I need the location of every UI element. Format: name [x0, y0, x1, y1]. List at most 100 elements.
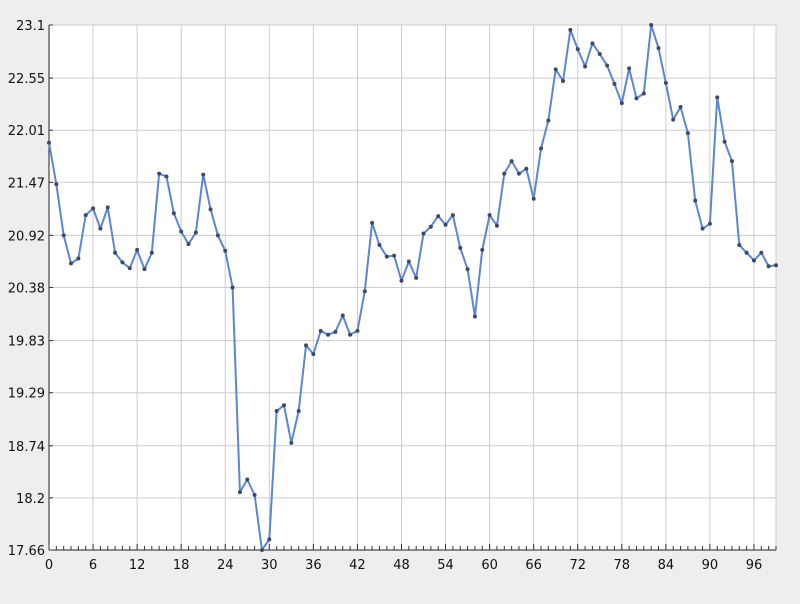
data-point: [480, 247, 485, 252]
data-point: [127, 266, 132, 271]
data-point: [76, 256, 81, 261]
data-point: [436, 214, 441, 219]
x-tick-label: 18: [173, 558, 190, 573]
x-tick-label: 48: [393, 558, 410, 573]
data-point: [641, 91, 646, 96]
data-point: [707, 221, 712, 226]
data-point: [259, 548, 264, 552]
data-point: [392, 253, 397, 258]
data-point: [663, 80, 668, 85]
series-markers: [47, 23, 778, 552]
data-point: [215, 233, 220, 238]
data-point: [186, 242, 191, 247]
y-tick-label: 18.2: [16, 492, 45, 507]
data-point: [157, 171, 162, 176]
y-tick-label: 19.29: [8, 387, 45, 402]
data-point: [502, 171, 507, 176]
data-point: [348, 332, 353, 337]
data-point: [193, 230, 198, 235]
data-point: [766, 264, 771, 269]
data-point: [171, 211, 176, 216]
data-point: [142, 267, 147, 272]
y-tick-label: 18.74: [8, 440, 45, 455]
data-point: [47, 140, 51, 145]
data-point: [333, 329, 338, 334]
y-tick-labels: 17.66 18.2 18.74 19.29 19.83 20.38 20.92 21.47 2…: [8, 19, 45, 559]
data-point: [340, 313, 345, 318]
data-point: [531, 196, 536, 201]
data-point: [267, 537, 272, 542]
data-point: [546, 118, 551, 123]
data-point: [539, 146, 544, 151]
data-point: [634, 96, 639, 101]
data-point: [237, 490, 242, 495]
data-point: [281, 403, 286, 408]
x-tick-label: 30: [261, 558, 278, 573]
x-tick-label: 96: [746, 558, 763, 573]
x-tick-label: 54: [437, 558, 454, 573]
x-tick-label: 60: [481, 558, 498, 573]
data-point: [164, 174, 169, 179]
x-tick-label: 42: [349, 558, 366, 573]
data-point: [223, 248, 228, 253]
data-point: [561, 78, 566, 83]
data-point: [135, 247, 140, 252]
data-point: [414, 275, 419, 280]
data-point: [120, 260, 125, 265]
x-tick-label: 72: [569, 558, 586, 573]
data-point: [671, 117, 676, 122]
y-tick-label: 20.92: [8, 229, 45, 244]
data-point: [91, 206, 96, 211]
x-minor-ticks: [48, 24, 777, 551]
data-point: [450, 213, 455, 218]
data-point: [245, 477, 250, 482]
data-point: [516, 171, 521, 176]
data-point: [105, 205, 110, 210]
x-tick-label: 78: [614, 558, 631, 573]
data-point: [590, 41, 595, 46]
y-tick-label: 22.01: [8, 124, 45, 139]
data-point: [737, 243, 742, 248]
data-point: [98, 226, 103, 231]
y-tick-label: 23.1: [16, 19, 45, 34]
data-point: [289, 440, 294, 445]
data-point: [377, 243, 382, 248]
x-tick-label: 24: [217, 558, 234, 573]
data-point: [472, 314, 477, 319]
data-point: [700, 226, 705, 231]
data-point: [326, 332, 331, 337]
y-tick-label: 20.38: [8, 282, 45, 297]
data-point: [274, 409, 279, 414]
data-point: [252, 492, 257, 497]
data-point: [384, 254, 389, 259]
data-point: [304, 343, 309, 348]
data-point: [311, 352, 316, 357]
x-tick-label: 0: [45, 558, 53, 573]
data-point: [715, 95, 720, 100]
data-point: [722, 139, 727, 144]
data-point: [230, 285, 235, 290]
data-point: [61, 233, 66, 238]
data-point: [149, 250, 154, 255]
data-point: [612, 81, 617, 86]
data-point: [487, 213, 492, 218]
data-point: [399, 278, 404, 283]
data-point: [751, 258, 756, 263]
data-point: [296, 409, 301, 414]
data-point: [179, 229, 184, 234]
data-point: [509, 159, 514, 164]
data-point: [597, 51, 602, 56]
data-point: [729, 159, 734, 164]
x-tick-label: 6: [89, 558, 97, 573]
data-point: [458, 245, 463, 250]
data-point: [318, 328, 323, 333]
data-point: [83, 213, 88, 218]
data-point: [759, 250, 764, 255]
data-point: [619, 101, 624, 106]
data-point: [113, 250, 118, 255]
data-point: [208, 207, 213, 212]
y-tick-label: 19.83: [8, 335, 45, 350]
data-point: [421, 231, 426, 236]
data-point: [370, 220, 375, 225]
data-point: [568, 27, 573, 32]
